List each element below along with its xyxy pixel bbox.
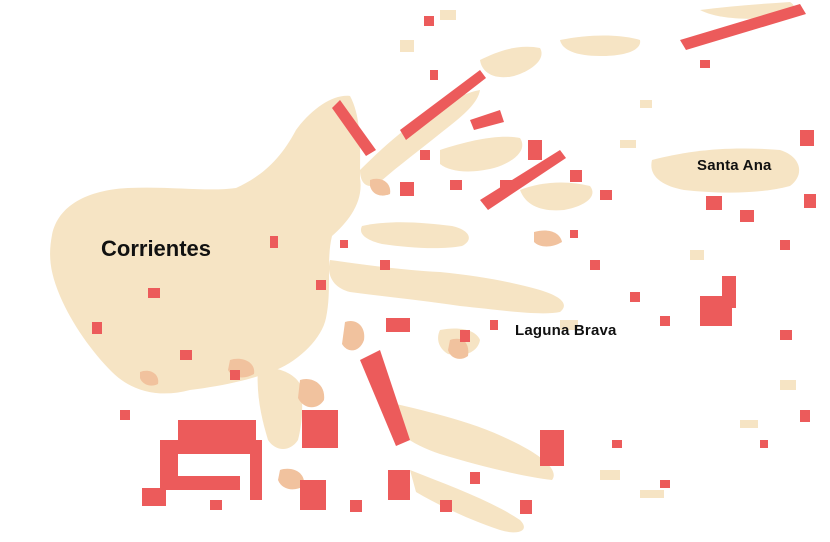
scattered-patches bbox=[400, 10, 796, 498]
place-label-laguna-brava: Laguna Brava bbox=[515, 322, 617, 339]
peri-urban-area bbox=[140, 178, 562, 490]
new-growth-area bbox=[92, 4, 816, 514]
urban-core-area bbox=[50, 2, 800, 533]
place-label-santa-ana: Santa Ana bbox=[697, 157, 772, 174]
city-label-corrientes: Corrientes bbox=[101, 236, 212, 261]
